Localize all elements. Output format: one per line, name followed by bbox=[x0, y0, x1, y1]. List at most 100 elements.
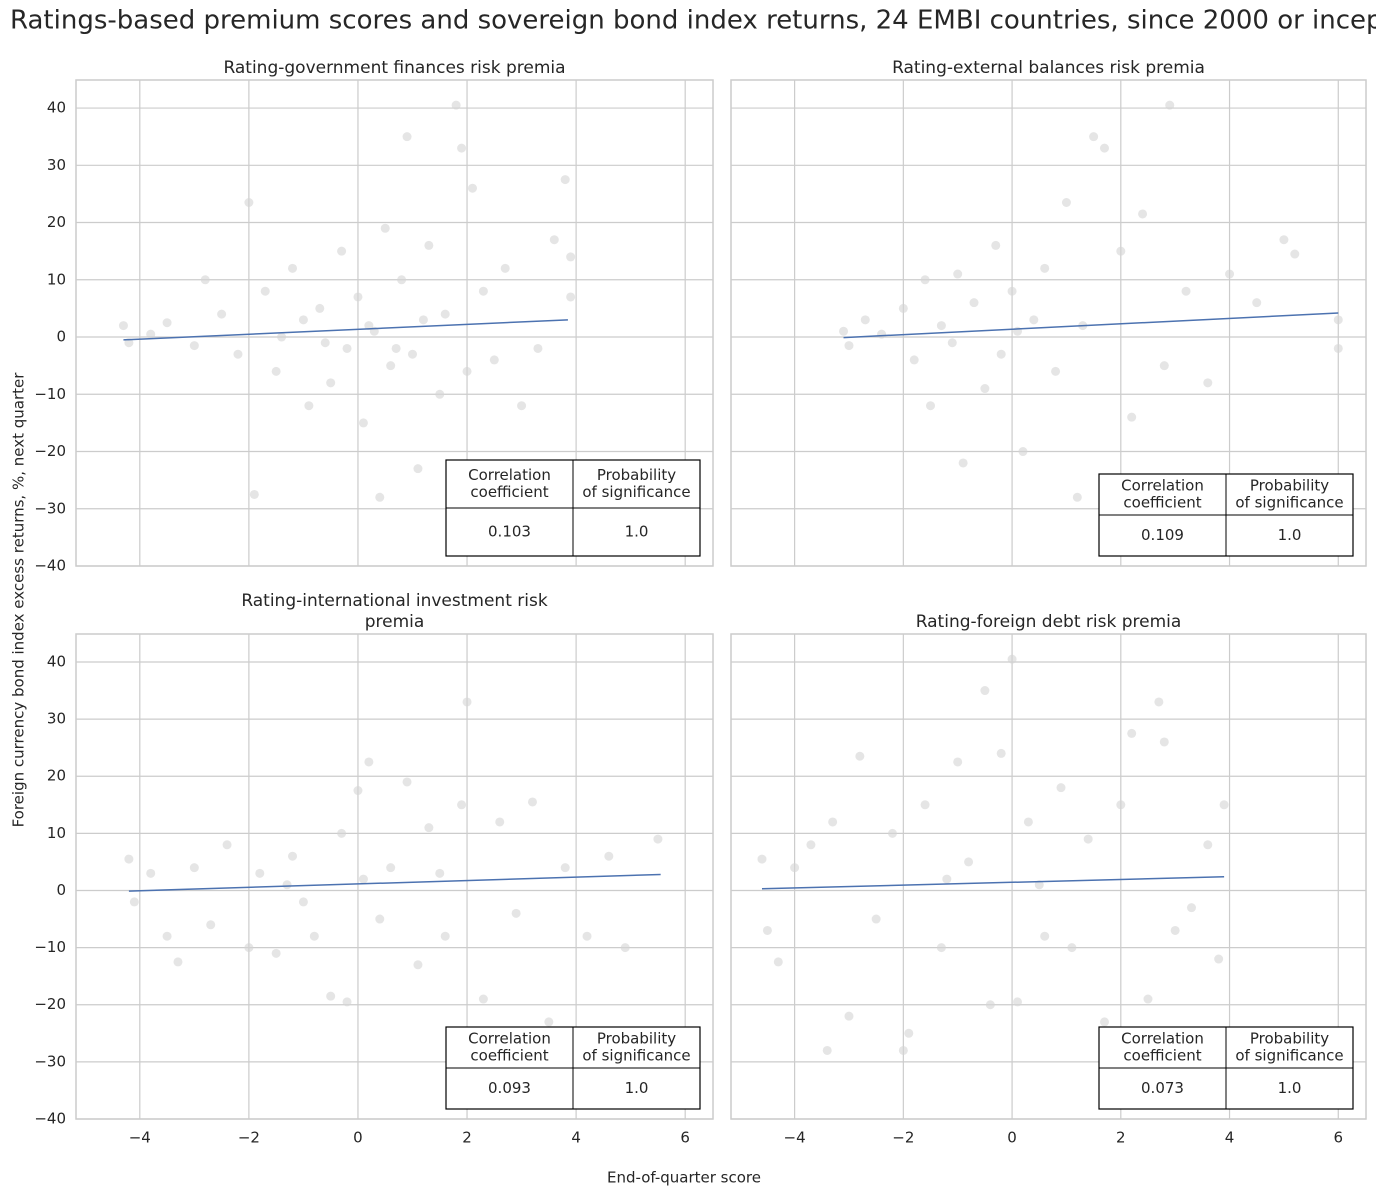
scatter-point bbox=[822, 1045, 832, 1055]
scatter-point bbox=[260, 286, 270, 296]
scatter-point bbox=[773, 957, 783, 967]
scatter-point bbox=[790, 863, 800, 873]
scatter-point bbox=[904, 1028, 914, 1038]
scatter-point bbox=[1089, 132, 1099, 142]
scatter-point bbox=[964, 857, 974, 867]
panel: Rating-external balances risk premia Corr… bbox=[730, 58, 1367, 567]
axes-frame bbox=[730, 79, 1367, 567]
scatter-point bbox=[309, 931, 319, 941]
scatter-point bbox=[233, 349, 243, 359]
scatter-point bbox=[1279, 235, 1289, 245]
x-tick-label: 6 bbox=[1333, 1129, 1343, 1147]
x-tick-label: −4 bbox=[129, 1129, 151, 1147]
scatter-point bbox=[1203, 840, 1213, 850]
scatter-point bbox=[1214, 954, 1224, 964]
scatter-point bbox=[298, 315, 308, 325]
scatter-point bbox=[1099, 1017, 1109, 1027]
scatter-point bbox=[936, 943, 946, 953]
scatter-point bbox=[244, 198, 254, 208]
scatter-point bbox=[500, 263, 510, 273]
table-header: Probability bbox=[1250, 1030, 1329, 1048]
panel: −40 −30 −20 −10 0 10 20 30 40 Rating-government f… bbox=[34, 58, 714, 575]
y-tick-label: 20 bbox=[47, 213, 66, 231]
axes-frame bbox=[730, 633, 1367, 1120]
scatter-point bbox=[364, 321, 374, 331]
scatter-point bbox=[146, 868, 156, 878]
scatter-point bbox=[244, 943, 254, 953]
scatter-point bbox=[358, 874, 368, 884]
scatter-point bbox=[1170, 925, 1180, 935]
scatter-point bbox=[1061, 198, 1071, 208]
scatter-point bbox=[1083, 834, 1093, 844]
y-tick-label: −20 bbox=[34, 995, 66, 1013]
scatter-point bbox=[407, 349, 417, 359]
table-cell: 0.093 bbox=[488, 1079, 531, 1097]
scatter-point bbox=[457, 143, 467, 153]
scatter-point bbox=[969, 298, 979, 308]
scatter-point bbox=[980, 384, 990, 394]
scatter-point bbox=[1138, 209, 1148, 219]
panel-title: Rating-international investment risk bbox=[241, 591, 548, 611]
scatter-point bbox=[1007, 654, 1017, 664]
scatter-point bbox=[1203, 378, 1213, 388]
scatter-point bbox=[353, 292, 363, 302]
scatter-point bbox=[462, 697, 472, 707]
scatter-point bbox=[326, 991, 336, 1001]
panel-title: Rating-foreign debt risk premia bbox=[916, 612, 1182, 632]
x-tick-label: −2 bbox=[238, 1129, 260, 1147]
scatter-point bbox=[288, 851, 298, 861]
table-cell: 1.0 bbox=[1278, 526, 1302, 544]
table-header: Correlation bbox=[468, 466, 551, 484]
regression-line bbox=[843, 312, 1339, 339]
y-tick-label: 20 bbox=[47, 767, 66, 785]
scatter-point bbox=[828, 817, 838, 827]
scatter-point bbox=[757, 854, 767, 864]
scatter-point bbox=[495, 817, 505, 827]
scatter-point bbox=[898, 1045, 908, 1055]
scatter-point bbox=[173, 957, 183, 967]
scatter-point bbox=[467, 183, 477, 193]
x-tick-label: 6 bbox=[680, 1129, 690, 1147]
scatter-point bbox=[326, 378, 336, 388]
scatter-point bbox=[560, 863, 570, 873]
scatter-point bbox=[288, 263, 298, 273]
table-cell: 1.0 bbox=[625, 523, 649, 541]
scatter-point bbox=[1116, 246, 1126, 256]
y-tick-label: −20 bbox=[34, 442, 66, 460]
regression-line bbox=[123, 319, 568, 341]
scatter-point bbox=[342, 997, 352, 1007]
y-tick-label: 10 bbox=[47, 824, 66, 842]
scatter-point bbox=[1290, 249, 1300, 259]
scatter-point bbox=[582, 931, 592, 941]
panel-title: Rating-external balances risk premia bbox=[892, 58, 1205, 78]
table-header: Probability bbox=[597, 1030, 676, 1048]
scatter-point bbox=[315, 303, 325, 313]
table-header: coefficient bbox=[470, 483, 548, 501]
y-tick-label: 40 bbox=[47, 652, 66, 670]
y-tick-label: −10 bbox=[34, 938, 66, 956]
scatter-point bbox=[424, 823, 434, 833]
scatter-point bbox=[920, 275, 930, 285]
scatter-point bbox=[277, 332, 287, 342]
scatter-point bbox=[440, 309, 450, 319]
scatter-point bbox=[1127, 412, 1137, 422]
y-tick-label: −30 bbox=[34, 499, 66, 517]
scatter-point bbox=[996, 748, 1006, 758]
scatter-point bbox=[413, 960, 423, 970]
scatter-point bbox=[1186, 903, 1196, 913]
scatter-point bbox=[1040, 931, 1050, 941]
scatter-point bbox=[118, 321, 128, 331]
regression-line bbox=[128, 873, 661, 892]
scatter-point bbox=[386, 863, 396, 873]
scatter-point bbox=[189, 863, 199, 873]
scatter-point bbox=[397, 275, 407, 285]
scatter-point bbox=[991, 240, 1001, 250]
scatter-point bbox=[320, 338, 330, 348]
axes-frame bbox=[75, 79, 714, 567]
figure-title: Ratings-based premium scores and soverei… bbox=[10, 6, 1376, 36]
scatter-point bbox=[413, 464, 423, 474]
table-cell: 1.0 bbox=[1278, 1079, 1302, 1097]
scatter-point bbox=[402, 132, 412, 142]
